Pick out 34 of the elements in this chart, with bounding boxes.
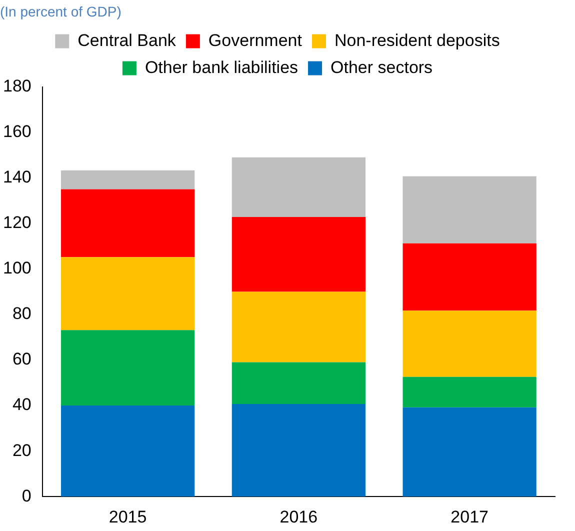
legend-label: Other sectors xyxy=(330,58,433,77)
bar xyxy=(232,217,366,292)
bar xyxy=(232,404,366,497)
bar xyxy=(402,376,536,408)
legend-label: Government xyxy=(208,30,302,50)
chart-subtitle: (In percent of GDP) xyxy=(0,3,122,20)
bar xyxy=(60,189,195,258)
bar xyxy=(232,292,366,362)
x-tick-label: 2017 xyxy=(450,507,488,526)
bar xyxy=(60,330,195,406)
y-tick-label: 0 xyxy=(22,486,32,506)
y-tick-label: 80 xyxy=(12,304,32,324)
y-tick-label: 20 xyxy=(12,440,32,460)
y-tick-label: 60 xyxy=(12,350,32,369)
bar xyxy=(60,257,195,330)
x-tick-label: 2015 xyxy=(108,507,147,526)
legend-label: Central Bank xyxy=(78,30,176,50)
y-tick-label: 120 xyxy=(2,213,32,232)
bar xyxy=(232,362,366,404)
bar xyxy=(402,407,536,497)
y-tick-label: 180 xyxy=(2,76,32,96)
bar xyxy=(60,170,195,190)
bar xyxy=(402,243,536,311)
legend-label: Non-resident deposits xyxy=(334,30,500,50)
bar xyxy=(60,406,195,497)
bar xyxy=(402,310,536,377)
y-tick-label: 40 xyxy=(12,395,32,414)
bar xyxy=(402,176,536,244)
x-tick-label: 2016 xyxy=(280,507,318,526)
y-tick-label: 140 xyxy=(2,168,32,187)
y-tick-label: 100 xyxy=(2,258,32,278)
legend-label: Other bank liabilities xyxy=(144,58,298,77)
y-tick-label: 160 xyxy=(2,122,32,142)
bar xyxy=(232,157,366,218)
